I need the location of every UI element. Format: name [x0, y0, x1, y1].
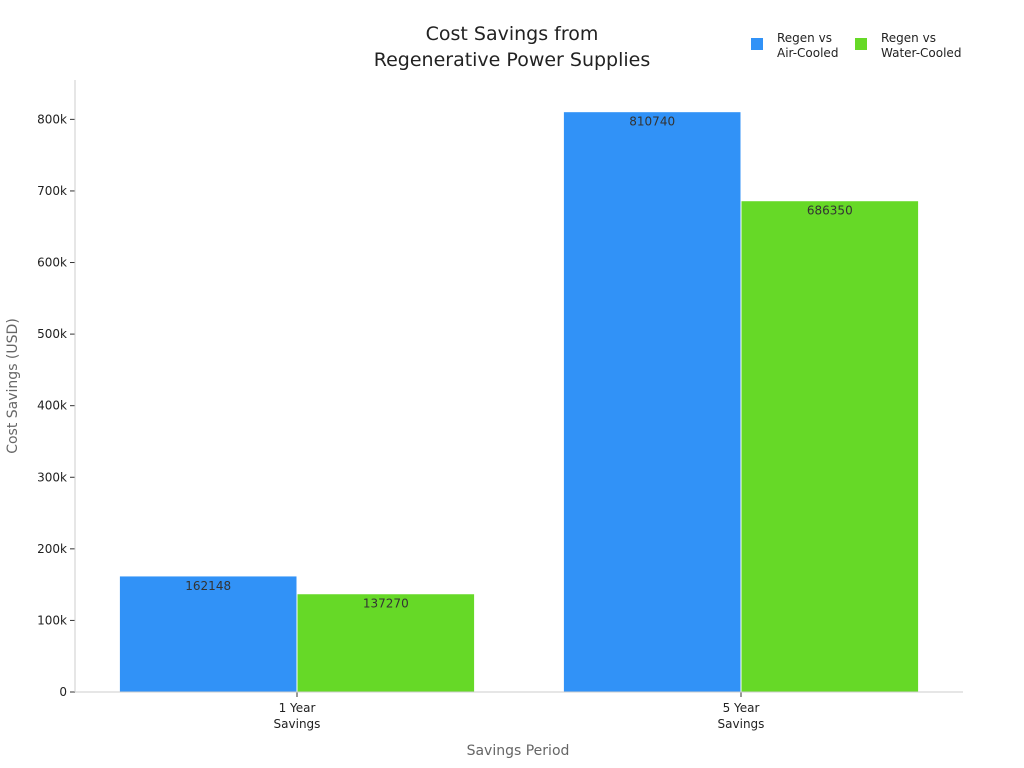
bars [118, 111, 920, 693]
y-axis-title: Cost Savings (USD) [5, 318, 21, 454]
y-tick-label: 100k [37, 613, 67, 627]
bar-series-1-category-1 [740, 200, 920, 693]
bar-value-label: 810740 [629, 115, 675, 129]
bar-series-0-category-0 [118, 575, 298, 693]
legend-label-water-cooled-line-1: Regen vs [881, 31, 936, 45]
data-labels: 162148 137270 810740 686350 [185, 115, 852, 611]
y-tick-label: 600k [37, 256, 67, 270]
y-axis-ticks: 0 100k 200k 300k 400k 500k 600k 700k 800k [37, 112, 75, 699]
x-tick-label: Savings [718, 717, 765, 731]
bar-value-label: 137270 [363, 597, 409, 611]
x-axis-title: Savings Period [467, 743, 570, 759]
y-tick-label: 500k [37, 327, 67, 341]
x-tick-label: 1 Year [279, 701, 316, 715]
bar-value-label: 162148 [185, 579, 231, 593]
chart-title-line-2: Regenerative Power Supplies [374, 49, 651, 71]
legend: Regen vs Air-Cooled Regen vs Water-Coole… [751, 31, 961, 60]
y-tick-label: 300k [37, 470, 67, 484]
bar-series-0-category-1 [562, 111, 742, 693]
y-tick-label: 0 [59, 685, 67, 699]
y-tick-label: 400k [37, 399, 67, 413]
legend-swatch-air-cooled [751, 38, 763, 50]
bar-series-1-category-0 [296, 593, 476, 693]
chart-title-line-1: Cost Savings from [426, 23, 599, 45]
legend-label-air-cooled-line-2: Air-Cooled [777, 46, 838, 60]
legend-swatch-water-cooled [855, 38, 867, 50]
bar-value-label: 686350 [807, 204, 853, 218]
x-axis-ticks: 1 Year Savings 5 Year Savings [274, 692, 765, 731]
y-tick-label: 200k [37, 542, 67, 556]
legend-label-air-cooled-line-1: Regen vs [777, 31, 832, 45]
legend-label-water-cooled-line-2: Water-Cooled [881, 46, 961, 60]
y-tick-label: 700k [37, 184, 67, 198]
y-tick-label: 800k [37, 112, 67, 126]
x-tick-label: 5 Year [723, 701, 760, 715]
x-tick-label: Savings [274, 717, 321, 731]
